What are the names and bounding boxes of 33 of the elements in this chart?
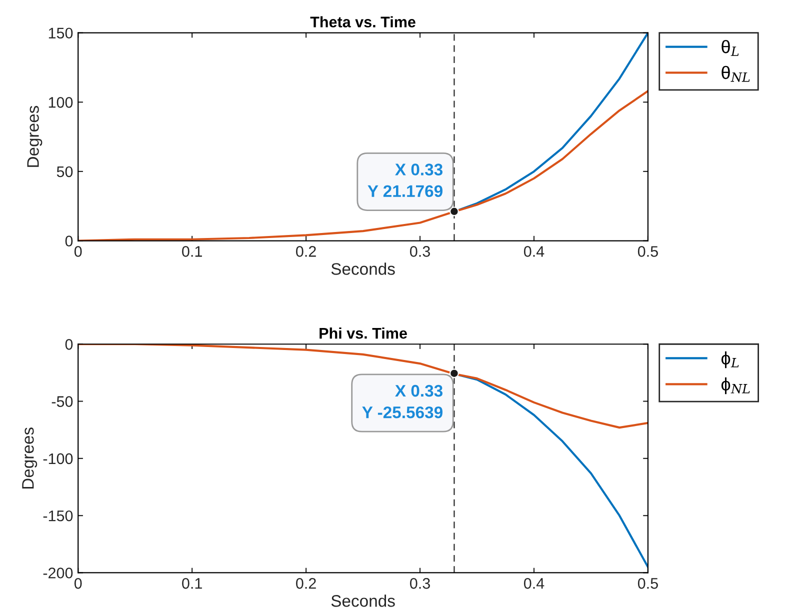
annotation: X 0.33 Y 21.1769 <box>368 164 442 198</box>
y-tick-label: 100 <box>48 97 73 108</box>
y-tick-label: 150 <box>48 28 73 39</box>
x-tick-label: 0.1 <box>182 578 202 589</box>
x-tick-label: 0.4 <box>524 578 544 589</box>
chart-title: Theta vs. Time <box>310 16 416 28</box>
y-tick-label: -50 <box>52 396 73 407</box>
x-tick-label: 0.3 <box>410 578 430 589</box>
x-tick-label: 0.5 <box>638 578 658 589</box>
y-tick-label: 0 <box>65 338 73 350</box>
chart-title: Phi vs. Time <box>320 328 407 339</box>
x-tick-label: 0.3 <box>410 246 430 257</box>
x-tick-label: 0.4 <box>524 246 544 257</box>
x-tick-label: 0.2 <box>296 578 316 589</box>
x-tick-label: 0.5 <box>638 246 658 257</box>
y-axis-title: Degrees <box>27 106 42 167</box>
y-axis-title: Degrees <box>22 428 38 489</box>
legend-label: ϕ$_{NL}$ <box>721 377 750 394</box>
y-tick-label: -200 <box>43 568 73 578</box>
x-axis-title: Seconds <box>331 594 395 607</box>
x-tick-label: 0 <box>74 246 82 257</box>
x-tick-label: 0.2 <box>296 246 316 257</box>
x-axis-title: Seconds <box>331 262 395 275</box>
y-tick-label: 50 <box>56 166 73 178</box>
legend-label: ϕ$_{L}$ <box>721 351 739 368</box>
x-tick-label: 0 <box>74 578 82 589</box>
y-tick-label: 0 <box>65 236 73 246</box>
legend-label: θ$_{L}$ <box>722 40 739 56</box>
legend-label: θ$_{NL}$ <box>722 66 750 82</box>
x-tick-label: 0.1 <box>182 246 202 257</box>
annotation: X 0.33 Y -25.5639 <box>362 384 442 418</box>
y-tick-label: -100 <box>43 453 73 464</box>
y-tick-label: -150 <box>43 510 73 522</box>
